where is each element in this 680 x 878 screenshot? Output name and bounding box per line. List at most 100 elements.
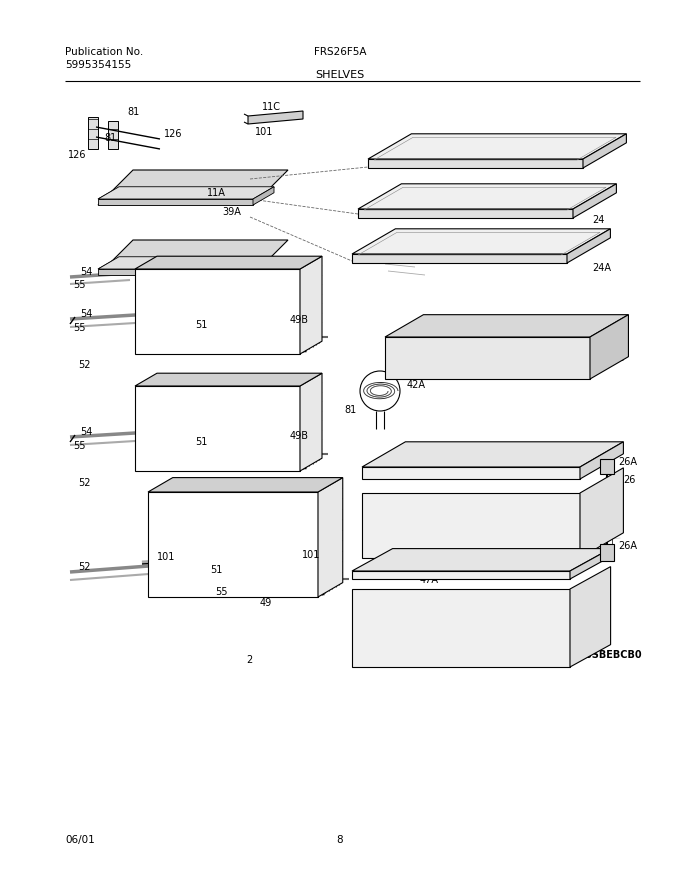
Text: 126: 126 — [68, 150, 86, 160]
Text: 81: 81 — [127, 107, 139, 117]
Text: 51: 51 — [195, 436, 207, 447]
Polygon shape — [358, 184, 616, 210]
Polygon shape — [148, 478, 343, 493]
Polygon shape — [362, 467, 580, 479]
Text: 55: 55 — [215, 587, 228, 596]
Text: 101: 101 — [255, 126, 273, 137]
Text: N58SBEBCB0: N58SBEBCB0 — [570, 649, 642, 659]
Text: 123: 123 — [393, 367, 411, 377]
Text: 51: 51 — [193, 278, 205, 289]
Polygon shape — [352, 229, 611, 255]
Polygon shape — [135, 386, 300, 471]
Polygon shape — [108, 122, 118, 150]
Polygon shape — [352, 549, 611, 572]
Polygon shape — [590, 315, 628, 379]
Text: 52: 52 — [78, 478, 90, 487]
Text: 49B: 49B — [290, 430, 309, 441]
Polygon shape — [98, 257, 274, 270]
Text: 24B: 24B — [530, 140, 553, 150]
Text: 06/01: 06/01 — [65, 834, 95, 844]
Polygon shape — [362, 493, 580, 558]
Text: 54: 54 — [80, 267, 92, 277]
Polygon shape — [98, 270, 253, 276]
Text: 55: 55 — [73, 322, 86, 333]
Polygon shape — [148, 493, 318, 597]
Polygon shape — [362, 443, 624, 467]
Text: 51: 51 — [195, 320, 207, 329]
Polygon shape — [88, 118, 98, 150]
Polygon shape — [300, 374, 322, 471]
Polygon shape — [135, 374, 322, 386]
Text: 100: 100 — [448, 515, 466, 524]
Polygon shape — [385, 315, 628, 338]
Text: 55: 55 — [73, 280, 86, 290]
Text: 26A: 26A — [618, 457, 637, 466]
Text: Publication No.: Publication No. — [65, 47, 143, 57]
Text: 49: 49 — [260, 597, 272, 608]
Text: 101: 101 — [302, 550, 320, 559]
Text: 11A: 11A — [207, 188, 226, 198]
Text: 55: 55 — [73, 441, 86, 450]
Text: 39A: 39A — [222, 206, 241, 217]
Polygon shape — [135, 270, 300, 355]
Polygon shape — [580, 443, 624, 479]
Text: 47A: 47A — [420, 574, 439, 585]
Text: 26: 26 — [623, 474, 635, 485]
Text: 126: 126 — [164, 129, 182, 139]
Text: 26A: 26A — [618, 540, 637, 551]
Text: 8: 8 — [337, 834, 343, 844]
Polygon shape — [358, 210, 573, 219]
Polygon shape — [600, 544, 614, 561]
Text: 25: 25 — [495, 466, 507, 477]
Polygon shape — [98, 241, 288, 276]
Polygon shape — [98, 200, 253, 205]
Polygon shape — [368, 134, 626, 160]
Text: 54: 54 — [80, 427, 92, 436]
Polygon shape — [98, 171, 288, 205]
Text: FRS26F5A: FRS26F5A — [313, 47, 367, 57]
Text: 54: 54 — [520, 505, 532, 515]
Text: 101: 101 — [157, 551, 175, 561]
Polygon shape — [352, 572, 570, 579]
Text: 11C: 11C — [262, 102, 281, 112]
Text: 2: 2 — [240, 507, 246, 516]
Text: 81: 81 — [344, 405, 356, 414]
Text: 24A: 24A — [592, 263, 611, 273]
Polygon shape — [253, 188, 274, 205]
Text: SHELVES: SHELVES — [316, 70, 364, 80]
Text: 52: 52 — [78, 360, 90, 370]
Polygon shape — [368, 160, 583, 169]
Text: 62: 62 — [612, 353, 624, 363]
Text: 11: 11 — [207, 258, 219, 268]
Polygon shape — [352, 255, 567, 263]
Text: 5995354155: 5995354155 — [65, 60, 131, 70]
Polygon shape — [318, 478, 343, 597]
Text: 81: 81 — [104, 133, 116, 143]
Polygon shape — [352, 589, 570, 667]
Polygon shape — [253, 257, 274, 276]
Polygon shape — [573, 184, 616, 219]
Polygon shape — [583, 134, 626, 169]
Polygon shape — [385, 338, 590, 379]
Polygon shape — [248, 112, 303, 125]
Text: 42: 42 — [603, 327, 615, 336]
Polygon shape — [570, 549, 611, 579]
Text: 2: 2 — [246, 654, 252, 665]
Text: 25A: 25A — [492, 593, 511, 602]
Polygon shape — [600, 459, 614, 474]
Polygon shape — [300, 257, 322, 355]
Text: 47: 47 — [490, 455, 503, 464]
Text: 54: 54 — [80, 309, 92, 319]
Text: 97: 97 — [393, 364, 405, 375]
Polygon shape — [135, 257, 322, 270]
Polygon shape — [98, 188, 274, 200]
Text: 2: 2 — [240, 387, 246, 398]
Text: 49B: 49B — [290, 314, 309, 325]
Polygon shape — [570, 567, 611, 667]
Text: 24: 24 — [592, 215, 605, 225]
Polygon shape — [567, 229, 611, 263]
Text: 42A: 42A — [407, 379, 426, 390]
Polygon shape — [580, 468, 624, 558]
Text: 39: 39 — [222, 275, 234, 284]
Text: 51: 51 — [210, 565, 222, 574]
